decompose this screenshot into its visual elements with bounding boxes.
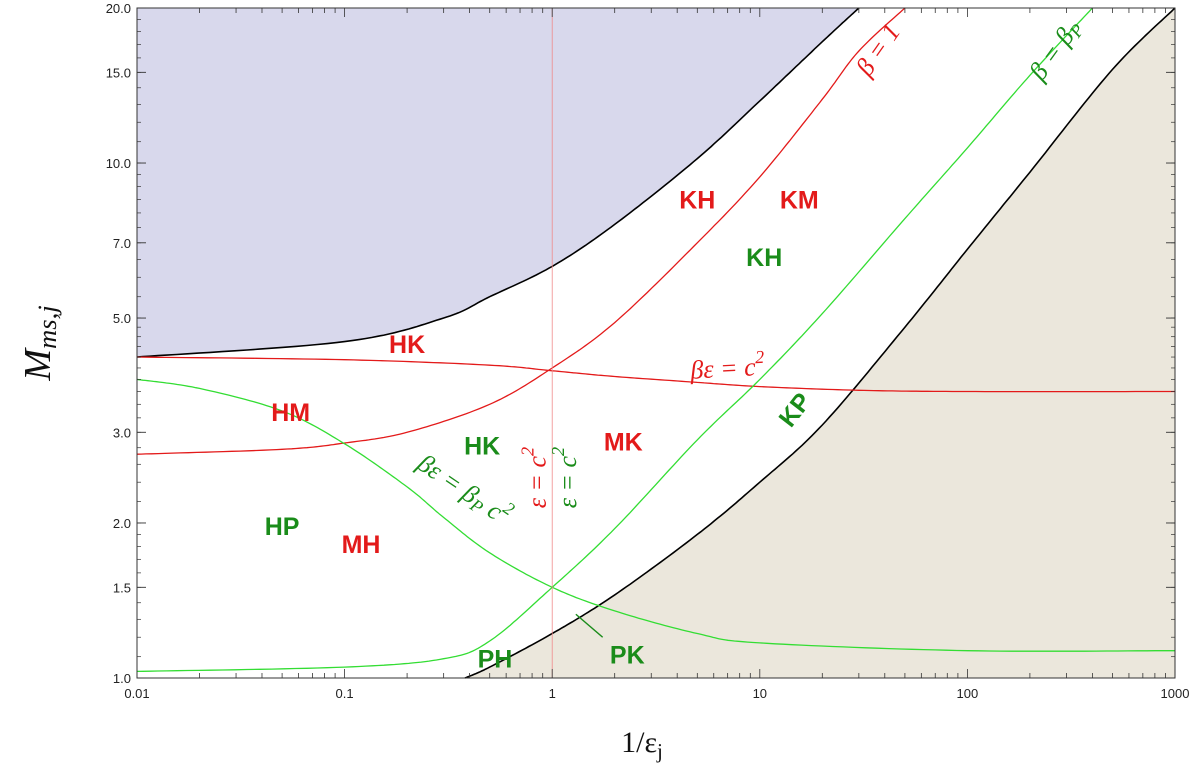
curve-label: ε = c2 (548, 447, 582, 508)
region-label-mk: MK (604, 428, 643, 456)
y-tick-label: 10.0 (106, 156, 131, 171)
lower-boundary-line (464, 7, 1176, 679)
beta-betap-line (136, 7, 1093, 673)
shaded-regions (137, 8, 1175, 678)
upper-boundary-line (136, 7, 860, 358)
x-axis-title: 1/εj (621, 726, 663, 763)
y-tick-label: 7.0 (113, 236, 131, 251)
x-tick-label: 10 (753, 686, 767, 701)
upper-shaded-region (137, 8, 859, 357)
beta-eps-c2-line (136, 356, 1175, 393)
curve-label: β = 1 (849, 18, 906, 82)
lower-shaded-region (465, 8, 1175, 678)
x-tick-label: 1 (549, 686, 556, 701)
pk-leader-line (575, 613, 604, 638)
region-label-hp: HP (265, 513, 300, 541)
region-label-hm: HM (271, 399, 310, 427)
beta-eps-betap-c2-line (136, 378, 1175, 652)
x-tick-label: 0.1 (336, 686, 354, 701)
y-tick-label: 1.5 (113, 580, 131, 595)
y-axis-title: Mms,j (17, 305, 62, 381)
region-label-pk: PK (610, 641, 645, 669)
chart-axes: 0.01 0.1 1 10 100 1000 1.0 1.5 2.0 3.0 5.0 7.0 10.0 1… (106, 1, 1190, 701)
beta-1-line (136, 7, 906, 455)
curve-label: ε = c2 (518, 447, 552, 508)
plot-frame (136, 7, 1176, 679)
curve-label: βε = c2 (688, 347, 765, 385)
region-label-hk: HK (464, 432, 500, 460)
x-tick-label: 1000 (1161, 686, 1190, 701)
region-label-kp: KP (774, 388, 817, 433)
chart-series (136, 7, 1176, 679)
x-tick-label: 0.01 (124, 686, 149, 701)
y-tick-label: 2.0 (113, 516, 131, 531)
region-label-hk: HK (389, 331, 425, 359)
y-tick-label: 20.0 (106, 1, 131, 16)
curve-label: β = βP (1023, 14, 1089, 88)
y-tick-label: 15.0 (106, 65, 131, 80)
region-label-km: KM (780, 187, 819, 215)
y-tick-label: 3.0 (113, 425, 131, 440)
y-tick-label: 1.0 (113, 671, 131, 686)
x-tick-label: 100 (957, 686, 979, 701)
region-label-kh: KH (679, 187, 715, 215)
region-label-kh: KH (746, 244, 782, 272)
region-label-ph: PH (478, 645, 513, 673)
y-tick-label: 5.0 (113, 311, 131, 326)
axis-titles: 1/εj Mms,j (17, 305, 663, 763)
region-label-mh: MH (342, 531, 381, 559)
